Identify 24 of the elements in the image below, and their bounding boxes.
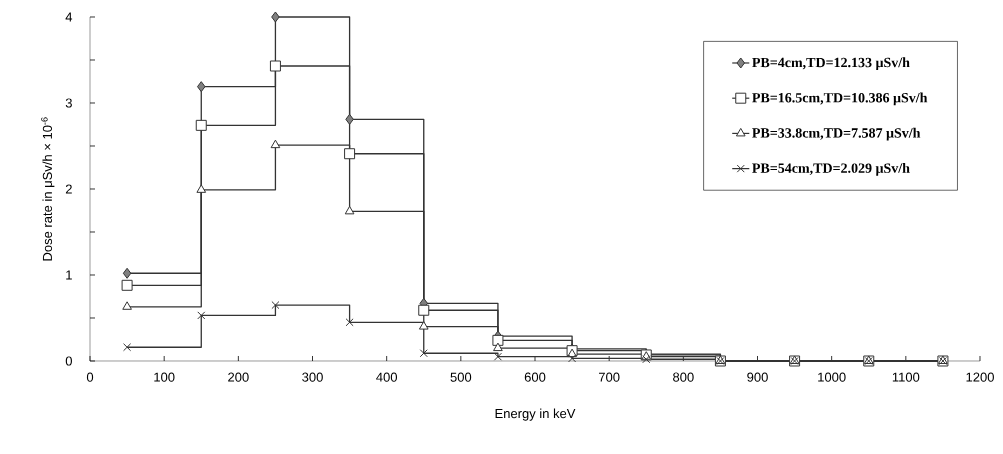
y-tick-label: 0 xyxy=(65,356,72,366)
x-tick-label: 200 xyxy=(228,372,249,382)
legend-label: PB=54cm,TD=2.029 μSv/h xyxy=(752,163,910,176)
x-axis-title: Energy in keV xyxy=(495,408,576,421)
y-axis-title: Dose rate in μSv/h × 10$^{-6}$ xyxy=(41,117,55,261)
x-tick-label: 1200 xyxy=(966,372,994,382)
x-tick-label: 700 xyxy=(599,372,620,382)
x-tick-label: 0 xyxy=(86,372,94,382)
legend-label: PB=16.5cm,TD=10.386 μSv/h xyxy=(752,92,928,106)
x-tick-label: 800 xyxy=(673,372,694,382)
x-tick-label: 100 xyxy=(154,372,175,382)
x-tick-label: 600 xyxy=(524,372,546,382)
y-tick-label: 2 xyxy=(65,184,72,194)
x-tick-label: 300 xyxy=(302,372,323,382)
y-tick-label: 4 xyxy=(65,12,73,22)
x-tick-label: 1000 xyxy=(818,372,846,382)
legend-label: PB=33.8cm,TD=7.587 μSv/h xyxy=(752,127,921,141)
y-tick-label: 1 xyxy=(66,270,72,280)
x-tick-label: 900 xyxy=(747,372,768,382)
y-tick-label: 3 xyxy=(65,98,72,108)
legend-label: PB=4cm,TD=12.133 μSv/h xyxy=(752,57,910,71)
x-tick-label: 1100 xyxy=(892,372,920,382)
x-tick-label: 500 xyxy=(450,372,472,382)
x-tick-label: 400 xyxy=(376,372,398,382)
